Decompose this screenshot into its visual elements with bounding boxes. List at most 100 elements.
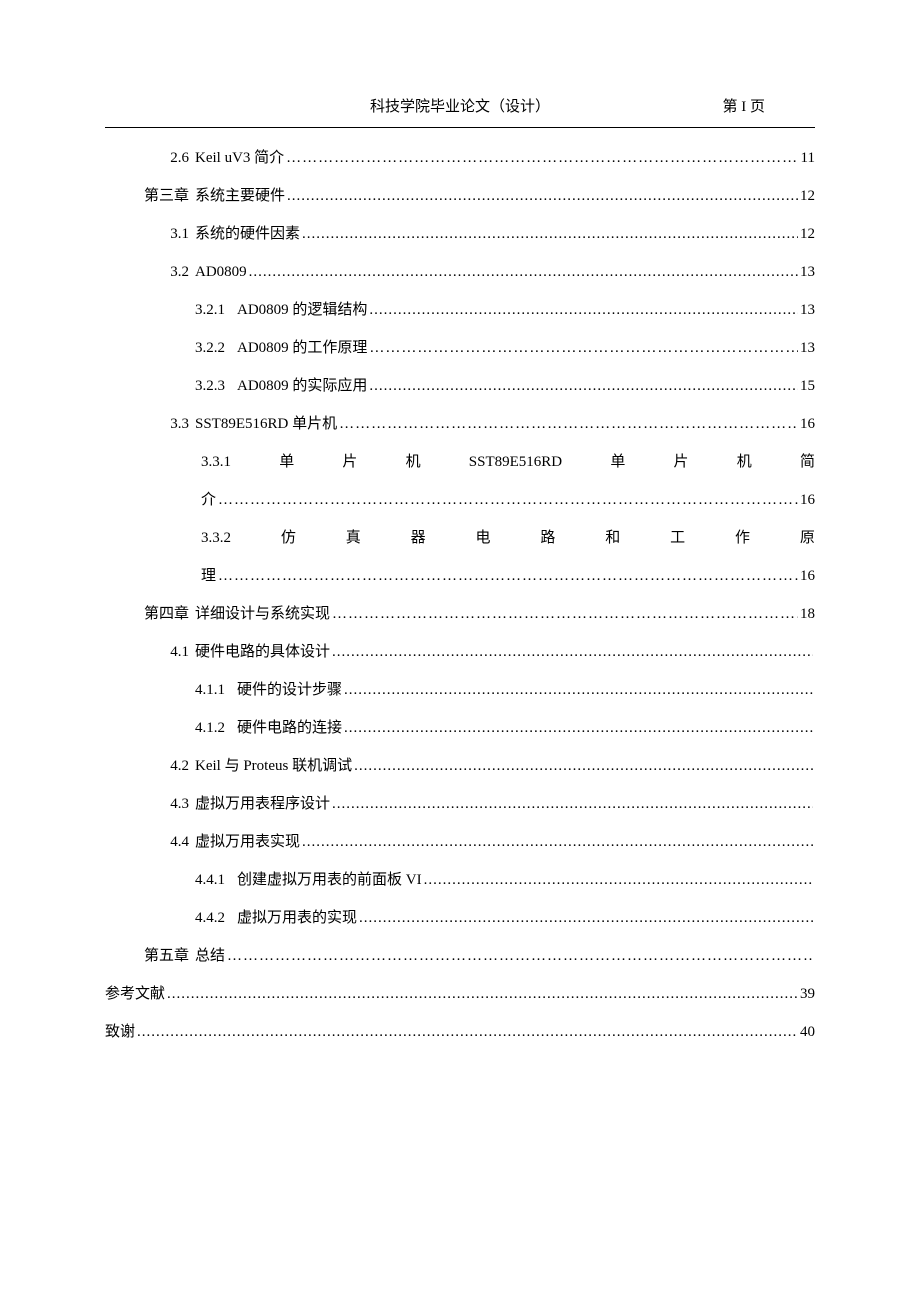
leader-dots: ........................................… <box>357 906 813 930</box>
toc-subsection-num: 3.2.1 <box>195 298 237 322</box>
toc-subnum: 3.3.2 <box>201 526 231 550</box>
toc-page: 39 <box>798 982 815 1006</box>
toc-entry-continuation: 介………………………………………………………………………………………………………… <box>105 488 815 512</box>
toc-title: AD0809 <box>195 260 247 284</box>
leader-dots: …………………………………………………………………………………………………………… <box>330 602 798 626</box>
toc-entry: 4.4虚拟万用表实现 .............................… <box>105 830 815 854</box>
toc-char: 作 <box>735 526 750 550</box>
toc-char: 单 <box>610 450 625 474</box>
toc-title: 硬件电路的连接 <box>237 716 342 740</box>
toc-entry: 3.1系统的硬件因素..............................… <box>105 222 815 246</box>
toc-title: AD0809 的工作原理 <box>237 336 367 360</box>
toc-section-num: 2.6 <box>105 146 195 170</box>
toc-entry: 3.3SST89E516RD 单片机…………………………………………………………… <box>105 412 815 436</box>
toc-title: 理 <box>201 564 216 588</box>
toc-title: 系统主要硬件 <box>195 184 285 208</box>
toc-char: 原 <box>800 526 815 550</box>
leader-dots: ........................................… <box>330 792 813 816</box>
toc-char: 工 <box>670 526 685 550</box>
leader-dots: …………………………………………………………………………………………………………… <box>337 412 798 436</box>
leader-dots: ........................................… <box>285 184 798 208</box>
leader-dots: …………………………………………………………………………………………………………… <box>367 336 798 360</box>
toc-entry: 4.1.1硬件的设计步骤............................… <box>105 678 815 702</box>
toc-char: 片 <box>674 450 689 474</box>
toc-title: 虚拟万用表的实现 <box>237 906 357 930</box>
toc-entry: 第五章总结……………………………………………………………………………………………… <box>105 944 815 968</box>
toc-entry-continuation: 理………………………………………………………………………………………………………… <box>105 564 815 588</box>
toc-page: 16 <box>798 488 815 512</box>
toc-page: 40 <box>798 1020 815 1044</box>
toc-title: 硬件电路的具体设计 <box>195 640 330 664</box>
leader-dots: ........................................… <box>165 982 798 1006</box>
leader-dots: ........................................… <box>342 678 813 702</box>
toc-char: 单 <box>279 450 294 474</box>
toc-subsection-num: 4.1.2 <box>195 716 237 740</box>
toc-title: AD0809 的实际应用 <box>237 374 367 398</box>
header-title: 科技学院毕业论文（设计） <box>370 95 550 119</box>
leader-dots: ........................................… <box>352 754 813 778</box>
toc-section-num: 3.1 <box>105 222 195 246</box>
toc-char: 仿 <box>281 526 296 550</box>
toc-entry: 参考文献....................................… <box>105 982 815 1006</box>
toc-title: 虚拟万用表实现 <box>195 830 300 854</box>
toc-entry: 3.2AD0809...............................… <box>105 260 815 284</box>
toc-page: 16 <box>798 564 815 588</box>
toc-title: SST89E516RD 单片机 <box>195 412 337 436</box>
toc-title: 介 <box>201 488 216 512</box>
toc-entry: 4.1硬件电路的具体设计 ...........................… <box>105 640 815 664</box>
toc-entry: 3.2.3AD0809 的实际应用.......................… <box>105 374 815 398</box>
leader-dots: ........................................… <box>422 868 813 892</box>
toc-title: 创建虚拟万用表的前面板 VI <box>237 868 422 892</box>
toc-page: 13 <box>798 298 815 322</box>
toc-char: 路 <box>540 526 555 550</box>
toc-char: 机 <box>737 450 752 474</box>
leader-dots: …………………………………………………………………………………………………………… <box>216 488 798 512</box>
leader-dots: ........................................… <box>300 222 798 246</box>
toc-page: 13 <box>798 260 815 284</box>
toc-chapter-num: 第四章 <box>105 602 195 626</box>
toc-title: Keil uV3 简介 <box>195 146 284 170</box>
header-page-number: 第 I 页 <box>723 95 766 119</box>
toc-subsection-num: 3.2.3 <box>195 374 237 398</box>
toc-entry: 2.6Keil uV3 简介……………………………………………………………………… <box>105 146 815 170</box>
toc-page: 13 <box>798 336 815 360</box>
toc-entry: 3.2.2AD0809 的工作原理……………………………………………………………… <box>105 336 815 360</box>
toc-char: 和 <box>605 526 620 550</box>
page-header: 科技学院毕业论文（设计） 第 I 页 <box>105 95 815 128</box>
toc-title: 致谢 <box>105 1020 135 1044</box>
toc-char: 真 <box>346 526 361 550</box>
toc-section-num: 4.4 <box>105 830 195 854</box>
toc-char: 机 <box>406 450 421 474</box>
toc-char: SST89E516RD <box>469 450 562 474</box>
toc-page: 16 <box>798 412 815 436</box>
toc-chapter-num: 第五章 <box>105 944 195 968</box>
toc-title: 总结 <box>195 944 225 968</box>
toc-page: 11 <box>799 146 815 170</box>
toc-entry: 4.4.1创建虚拟万用表的前面板 VI ....................… <box>105 868 815 892</box>
table-of-contents: 2.6Keil uV3 简介……………………………………………………………………… <box>105 146 815 1044</box>
toc-entry: 第三章系统主要硬件...............................… <box>105 184 815 208</box>
toc-title: Keil 与 Proteus 联机调试 <box>195 754 352 778</box>
leader-dots: ........................................… <box>330 640 813 664</box>
toc-section-num: 4.1 <box>105 640 195 664</box>
toc-entry: 第四章详细设计与系统实现…………………………………………………………………………… <box>105 602 815 626</box>
toc-subsection-num: 4.1.1 <box>195 678 237 702</box>
leader-dots: ........................................… <box>135 1020 798 1044</box>
toc-title: 虚拟万用表程序设计 <box>195 792 330 816</box>
leader-dots: ........................................… <box>367 298 798 322</box>
leader-dots: …………………………………………………………………………………………………………… <box>284 146 798 170</box>
toc-subnum: 3.3.1 <box>201 450 231 474</box>
leader-dots: ........................................… <box>367 374 798 398</box>
toc-subsection-num: 4.4.2 <box>195 906 237 930</box>
toc-page: 12 <box>798 184 815 208</box>
toc-section-num: 3.3 <box>105 412 195 436</box>
toc-entry: 4.2Keil 与 Proteus 联机调试..................… <box>105 754 815 778</box>
toc-entry-justified: 3.3.1单片机SST89E516RD单片机简 <box>105 450 815 474</box>
toc-subsection-num: 4.4.1 <box>195 868 237 892</box>
toc-char: 简 <box>800 450 815 474</box>
leader-dots: ........................................… <box>247 260 798 284</box>
toc-chapter-num: 第三章 <box>105 184 195 208</box>
toc-title: 详细设计与系统实现 <box>195 602 330 626</box>
toc-section-num: 4.2 <box>105 754 195 778</box>
toc-title: 硬件的设计步骤 <box>237 678 342 702</box>
